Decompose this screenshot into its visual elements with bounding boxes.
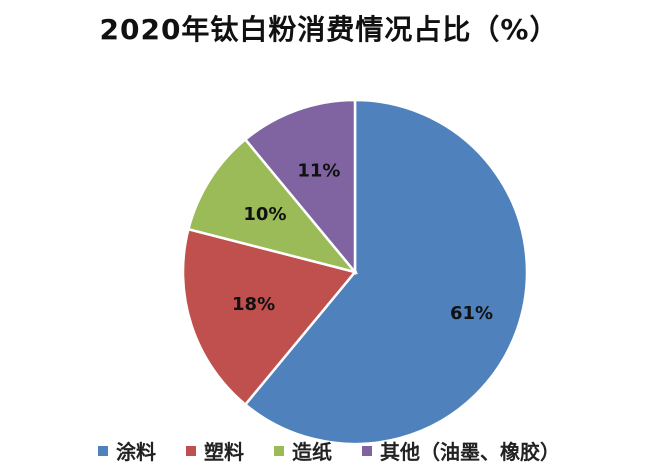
pie-label-coatings: 61% [450, 303, 493, 324]
legend-label-plastics: 塑料 [204, 440, 244, 464]
legend-label-other: 其他（油墨、橡胶） [380, 440, 560, 464]
legend-swatch-paper [274, 445, 284, 456]
pie-labels: 61% 18% 10% 11% [232, 161, 493, 324]
pie-slice-other [243, 98, 357, 276]
chart-title: 2020年钛白粉消费情况占比（%） [99, 13, 559, 46]
legend-label-paper: 造纸 [292, 440, 332, 464]
legend-item-coatings: 涂料 [98, 436, 156, 465]
pie-slice-paper [186, 137, 359, 275]
legend-swatch-other [362, 445, 372, 456]
legend-swatch-coatings [98, 445, 108, 456]
pie-slices [181, 98, 529, 446]
legend-item-other: 其他（油墨、橡胶） [362, 436, 560, 465]
pie-slice-coatings [243, 98, 529, 446]
legend-item-plastics: 塑料 [186, 436, 244, 465]
pie-label-plastics: 18% [232, 294, 275, 315]
legend-item-paper: 造纸 [274, 436, 332, 465]
legend-label-coatings: 涂料 [116, 440, 156, 464]
pie-slice-plastics [181, 227, 358, 407]
legend-swatch-plastics [186, 445, 196, 456]
pie-label-paper: 10% [243, 204, 286, 225]
pie-label-other: 11% [297, 161, 340, 182]
legend: 涂料 塑料 造纸 其他（油墨、橡胶） [0, 436, 658, 465]
